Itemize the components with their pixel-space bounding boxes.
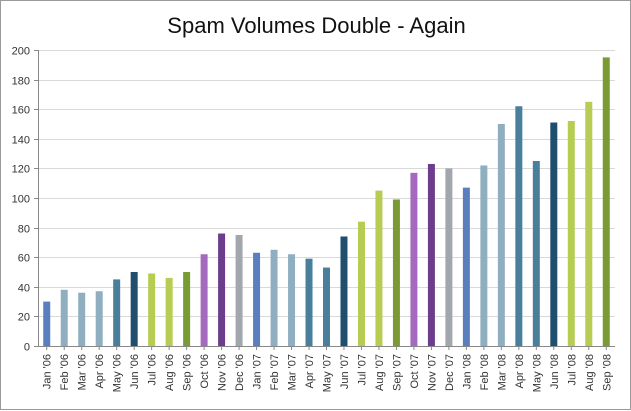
bar xyxy=(183,272,191,346)
bar xyxy=(165,277,173,346)
x-tick-label: Dec '06 xyxy=(234,354,246,391)
bar xyxy=(95,291,103,346)
x-tick-label: May '06 xyxy=(112,354,124,392)
bar xyxy=(357,221,365,346)
chart-title: Spam Volumes Double - Again xyxy=(167,13,466,38)
x-tick-label: Jun '08 xyxy=(549,354,561,389)
x-tick-label: Aug '07 xyxy=(374,354,386,391)
x-tick-label: Sep '07 xyxy=(391,354,403,391)
x-tick-label: Apr '06 xyxy=(94,354,106,389)
x-tick-label: Sep '06 xyxy=(182,354,194,391)
bar xyxy=(288,254,296,346)
x-tick-label: Mar '08 xyxy=(496,354,508,390)
x-tick-label: Jul '06 xyxy=(147,354,159,385)
x-tick-label: May '08 xyxy=(531,354,543,392)
x-tick-labels: Jan '06 Feb '06 Mar '06 Apr '06 May '06 Jun '… xyxy=(42,354,614,392)
bar xyxy=(375,190,383,346)
x-tick-label: Jun '06 xyxy=(129,354,141,389)
y-tick-label: 40 xyxy=(18,283,30,295)
y-tick-label: 80 xyxy=(18,224,30,236)
y-tick-label: 20 xyxy=(18,312,30,324)
bars xyxy=(43,57,610,347)
x-tick-label: Apr '07 xyxy=(304,354,316,389)
x-tick-label: Jul '07 xyxy=(356,354,368,385)
bar xyxy=(323,267,330,346)
bar xyxy=(602,57,610,347)
x-tick-label: Jan '07 xyxy=(252,354,264,389)
x-tick-label: Jun '07 xyxy=(339,354,351,389)
bar xyxy=(567,121,575,346)
y-tick-label: 0 xyxy=(24,342,30,354)
x-tick-label: Oct '07 xyxy=(409,354,421,389)
x-tick-label: Feb '06 xyxy=(59,354,71,390)
bar xyxy=(130,272,138,346)
bar xyxy=(340,236,348,346)
y-tick-label: 180 xyxy=(12,76,30,88)
bar xyxy=(218,233,226,346)
bar xyxy=(113,279,121,346)
y-tick-label: 100 xyxy=(12,194,30,206)
x-tick-label: Feb '07 xyxy=(269,354,281,390)
x-tick-label: Nov '06 xyxy=(217,354,229,391)
x-tick-label: Dec '07 xyxy=(444,354,456,391)
x-tick-label: Sep '08 xyxy=(601,354,613,391)
bar xyxy=(480,165,488,346)
y-tick-label: 140 xyxy=(12,135,30,147)
x-tick-label: Aug '08 xyxy=(584,354,596,391)
bar xyxy=(532,161,540,346)
y-tick-label: 200 xyxy=(12,46,30,58)
bar xyxy=(148,273,156,346)
bar xyxy=(235,235,243,346)
y-tick-label: 120 xyxy=(12,164,30,176)
x-tick-label: May '07 xyxy=(322,354,334,392)
bar xyxy=(43,301,51,346)
x-tick-label: Mar '06 xyxy=(77,354,89,390)
bar xyxy=(392,199,400,346)
x-tick-label: Apr '08 xyxy=(514,354,526,389)
bar xyxy=(497,124,505,346)
x-tick-label: Oct '06 xyxy=(199,354,211,389)
bar xyxy=(200,254,208,346)
x-tick-label: Jul '08 xyxy=(566,354,578,385)
axes xyxy=(34,50,615,350)
bar xyxy=(410,172,418,346)
x-tick-label: Mar '07 xyxy=(287,354,299,390)
bar xyxy=(427,163,435,346)
x-tick-label: Feb '08 xyxy=(479,354,491,390)
x-tick-label: Aug '06 xyxy=(164,354,176,391)
x-tick-label: Jan '08 xyxy=(461,354,473,389)
x-tick-label: Nov '07 xyxy=(426,354,438,391)
bar xyxy=(270,249,278,346)
bar xyxy=(60,289,68,346)
bar xyxy=(585,101,593,346)
x-tick-label: Jan '06 xyxy=(42,354,54,389)
y-tick-label: 60 xyxy=(18,253,30,265)
bar xyxy=(253,252,261,346)
bar xyxy=(78,292,86,346)
bar xyxy=(462,187,470,346)
bar xyxy=(515,106,523,347)
bar xyxy=(445,168,453,346)
y-tick-label: 160 xyxy=(12,105,30,117)
bar xyxy=(550,122,558,347)
bar xyxy=(305,258,313,346)
y-tick-labels: 0 20 40 60 80 100 120 140 160 180 200 xyxy=(12,46,30,354)
